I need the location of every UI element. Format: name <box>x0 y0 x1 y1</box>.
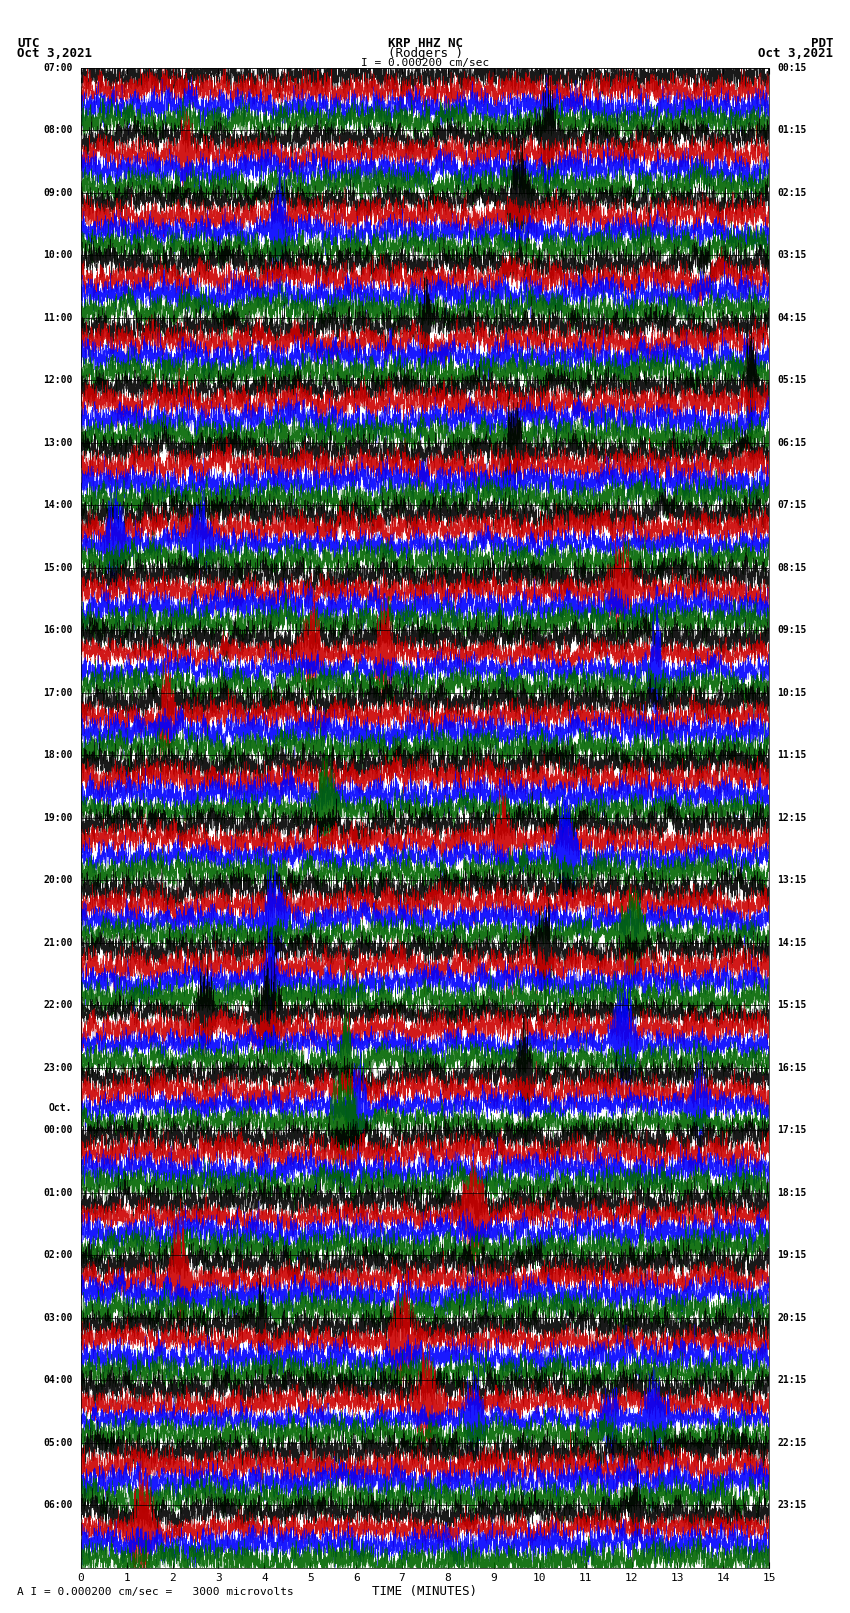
Text: 06:15: 06:15 <box>778 437 807 448</box>
Text: 00:00: 00:00 <box>43 1126 72 1136</box>
Text: 16:15: 16:15 <box>778 1063 807 1073</box>
Text: 02:00: 02:00 <box>43 1250 72 1260</box>
Text: 19:00: 19:00 <box>43 813 72 823</box>
Text: 09:00: 09:00 <box>43 187 72 198</box>
Text: 23:00: 23:00 <box>43 1063 72 1073</box>
Text: 14:15: 14:15 <box>778 937 807 948</box>
Text: 19:15: 19:15 <box>778 1250 807 1260</box>
Text: 06:00: 06:00 <box>43 1500 72 1510</box>
Text: 12:00: 12:00 <box>43 376 72 386</box>
Text: PDT: PDT <box>811 37 833 50</box>
Text: Oct 3,2021: Oct 3,2021 <box>758 47 833 60</box>
Text: 22:15: 22:15 <box>778 1437 807 1448</box>
Text: 05:00: 05:00 <box>43 1437 72 1448</box>
Text: 07:15: 07:15 <box>778 500 807 510</box>
Text: 04:00: 04:00 <box>43 1376 72 1386</box>
Text: 13:00: 13:00 <box>43 437 72 448</box>
Text: 14:00: 14:00 <box>43 500 72 510</box>
Text: 09:15: 09:15 <box>778 626 807 636</box>
Text: Oct 3,2021: Oct 3,2021 <box>17 47 92 60</box>
Text: 11:00: 11:00 <box>43 313 72 323</box>
Text: 01:00: 01:00 <box>43 1187 72 1198</box>
Text: 05:15: 05:15 <box>778 376 807 386</box>
Text: 18:15: 18:15 <box>778 1187 807 1198</box>
Text: 03:00: 03:00 <box>43 1313 72 1323</box>
Text: 10:15: 10:15 <box>778 687 807 698</box>
Text: 11:15: 11:15 <box>778 750 807 760</box>
Text: UTC: UTC <box>17 37 39 50</box>
Text: 20:00: 20:00 <box>43 876 72 886</box>
Text: 15:00: 15:00 <box>43 563 72 573</box>
Text: 16:00: 16:00 <box>43 626 72 636</box>
X-axis label: TIME (MINUTES): TIME (MINUTES) <box>372 1586 478 1598</box>
Text: 12:15: 12:15 <box>778 813 807 823</box>
Text: 00:15: 00:15 <box>778 63 807 73</box>
Text: 21:15: 21:15 <box>778 1376 807 1386</box>
Text: 18:00: 18:00 <box>43 750 72 760</box>
Text: A I = 0.000200 cm/sec =   3000 microvolts: A I = 0.000200 cm/sec = 3000 microvolts <box>17 1587 294 1597</box>
Text: 01:15: 01:15 <box>778 126 807 135</box>
Text: I = 0.000200 cm/sec: I = 0.000200 cm/sec <box>361 58 489 68</box>
Text: 02:15: 02:15 <box>778 187 807 198</box>
Text: 15:15: 15:15 <box>778 1000 807 1010</box>
Text: 07:00: 07:00 <box>43 63 72 73</box>
Text: 20:15: 20:15 <box>778 1313 807 1323</box>
Text: 13:15: 13:15 <box>778 876 807 886</box>
Text: 10:00: 10:00 <box>43 250 72 260</box>
Text: 08:15: 08:15 <box>778 563 807 573</box>
Text: (Rodgers ): (Rodgers ) <box>388 47 462 60</box>
Text: 08:00: 08:00 <box>43 126 72 135</box>
Text: 23:15: 23:15 <box>778 1500 807 1510</box>
Text: 03:15: 03:15 <box>778 250 807 260</box>
Text: 21:00: 21:00 <box>43 937 72 948</box>
Text: Oct.: Oct. <box>49 1103 72 1113</box>
Text: KRP HHZ NC: KRP HHZ NC <box>388 37 462 50</box>
Text: 04:15: 04:15 <box>778 313 807 323</box>
Text: 17:15: 17:15 <box>778 1126 807 1136</box>
Text: 17:00: 17:00 <box>43 687 72 698</box>
Text: 22:00: 22:00 <box>43 1000 72 1010</box>
